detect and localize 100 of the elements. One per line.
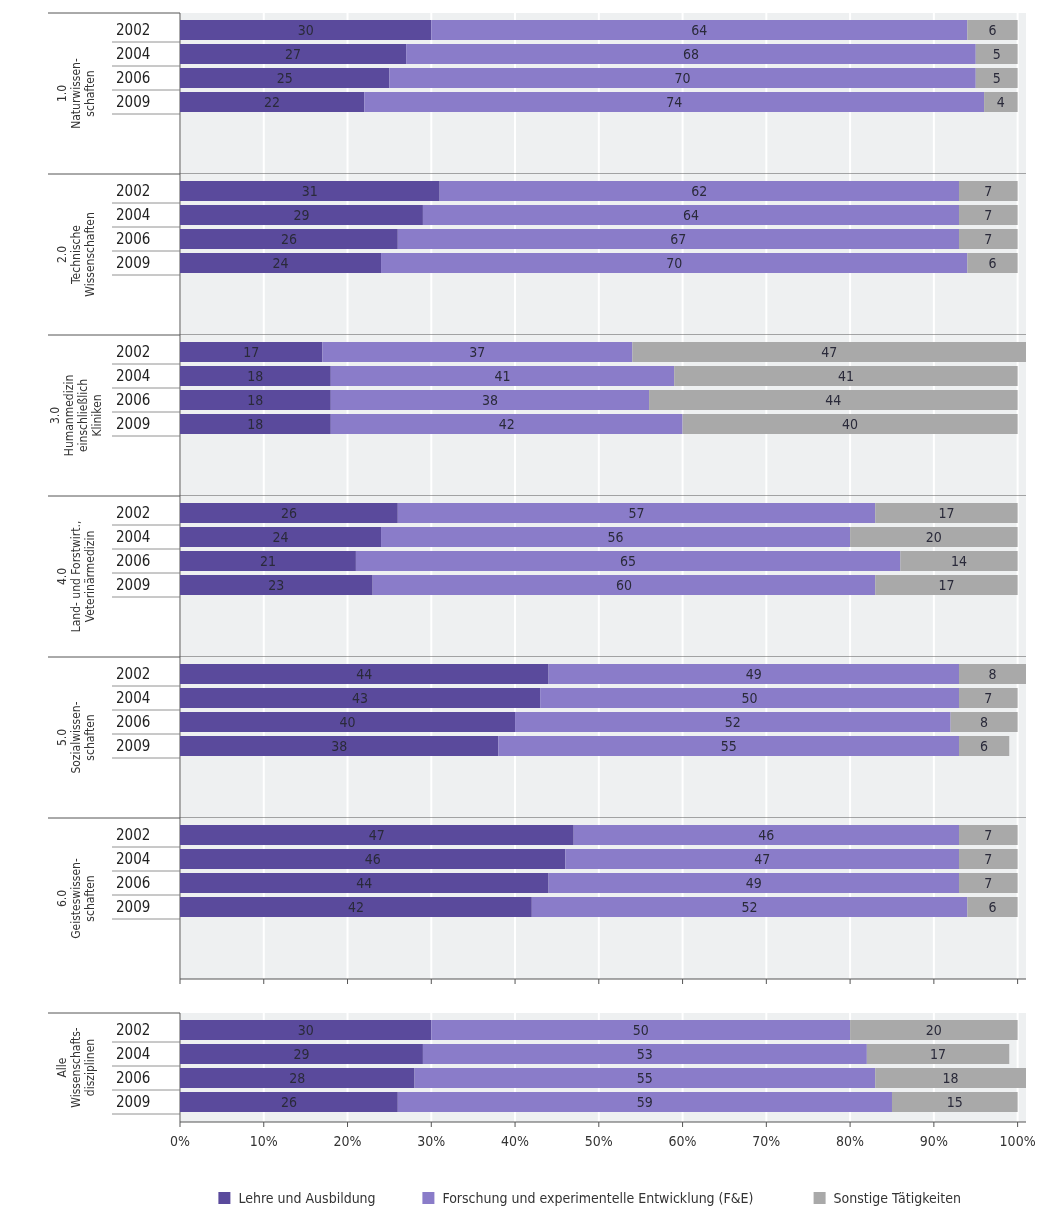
data-label: 70 (674, 70, 691, 86)
bar (565, 849, 959, 869)
y-tick-label: 2004 (116, 45, 151, 63)
bar (406, 44, 976, 64)
bar (439, 181, 959, 201)
bar (381, 253, 968, 273)
data-label: 7 (984, 183, 993, 199)
bar (540, 688, 959, 708)
y-tick-label: 2002 (116, 182, 151, 200)
bar (649, 390, 1018, 410)
data-label: 46 (758, 827, 775, 843)
bar (180, 1068, 415, 1088)
data-label: 68 (682, 46, 699, 62)
data-label: 5 (992, 46, 1001, 62)
bar (180, 366, 331, 386)
bar (967, 897, 1018, 917)
data-label: 47 (754, 851, 771, 867)
bar (850, 1020, 1018, 1040)
bar (958, 229, 1018, 249)
bar (180, 205, 423, 225)
legend-label: Lehre und Ausbildung (238, 1190, 376, 1206)
data-label: 7 (984, 827, 993, 843)
data-label: 7 (984, 207, 993, 223)
x-tick-label: 30% (417, 1133, 446, 1149)
y-tick-label: 2004 (116, 206, 151, 224)
bar (372, 575, 876, 595)
data-label: 70 (666, 255, 683, 271)
data-label: 7 (984, 875, 993, 891)
data-label: 44 (825, 392, 842, 408)
bar (866, 1044, 1010, 1064)
bar (498, 736, 959, 756)
data-label: 24 (272, 529, 289, 545)
data-label: 17 (938, 505, 955, 521)
data-label: 40 (842, 416, 859, 432)
data-label: 20 (925, 1022, 942, 1038)
bar (515, 712, 951, 732)
bar (180, 849, 566, 869)
data-label: 62 (691, 183, 708, 199)
data-label: 74 (666, 94, 683, 110)
bar (422, 1044, 867, 1064)
x-tick-label: 50% (584, 1133, 613, 1149)
bar (958, 873, 1018, 893)
data-label: 15 (946, 1094, 963, 1110)
y-tick-label: 2002 (116, 504, 151, 522)
bar (967, 20, 1018, 40)
bar (548, 664, 959, 684)
bar (431, 1020, 851, 1040)
data-label: 8 (988, 666, 997, 682)
data-label: 31 (301, 183, 318, 199)
data-label: 7 (984, 690, 993, 706)
bar (180, 712, 516, 732)
y-tick-label: 2006 (116, 391, 151, 409)
bar (414, 1068, 876, 1088)
bar (682, 414, 1018, 434)
bar (322, 342, 633, 362)
data-label: 26 (280, 1094, 297, 1110)
bar (330, 366, 675, 386)
data-label: 41 (494, 368, 511, 384)
bar (958, 205, 1018, 225)
text: 2.0 Technische Wissenschaften (55, 212, 97, 297)
data-label: 52 (741, 899, 758, 915)
bar (967, 253, 1018, 273)
data-label: 44 (356, 666, 373, 682)
bar (330, 414, 683, 434)
y-tick-label: 2006 (116, 713, 151, 731)
bar (958, 181, 1018, 201)
data-label: 65 (620, 553, 637, 569)
x-tick-label: 70% (752, 1133, 781, 1149)
data-label: 17 (930, 1046, 947, 1062)
bar (397, 503, 876, 523)
bar (548, 873, 959, 893)
x-tick-label: 80% (836, 1133, 865, 1149)
y-tick-label: 2009 (116, 898, 151, 916)
bar (330, 390, 650, 410)
x-tick-label: 100% (999, 1133, 1036, 1149)
x-tick-label: 10% (249, 1133, 278, 1149)
data-label: 42 (498, 416, 515, 432)
legend-label: Sonstige Tätigkeiten (833, 1190, 961, 1206)
bar (180, 181, 440, 201)
bar (180, 1092, 398, 1112)
bar (431, 20, 968, 40)
y-tick-label: 2006 (116, 874, 151, 892)
data-label: 56 (607, 529, 624, 545)
bar (958, 736, 1010, 756)
bar (875, 1068, 1026, 1088)
bar (632, 342, 1026, 362)
bar (975, 68, 1018, 88)
bar (573, 825, 959, 845)
bar (950, 712, 1018, 732)
bar (180, 390, 331, 410)
bar (891, 1092, 1018, 1112)
bar (180, 342, 323, 362)
data-label: 6 (980, 738, 989, 754)
bar (180, 873, 549, 893)
data-label: 47 (821, 344, 838, 360)
bar (180, 1044, 423, 1064)
data-label: 20 (925, 529, 942, 545)
y-tick-label: 2002 (116, 665, 151, 683)
y-tick-label: 2006 (116, 1069, 151, 1087)
bar (397, 229, 959, 249)
